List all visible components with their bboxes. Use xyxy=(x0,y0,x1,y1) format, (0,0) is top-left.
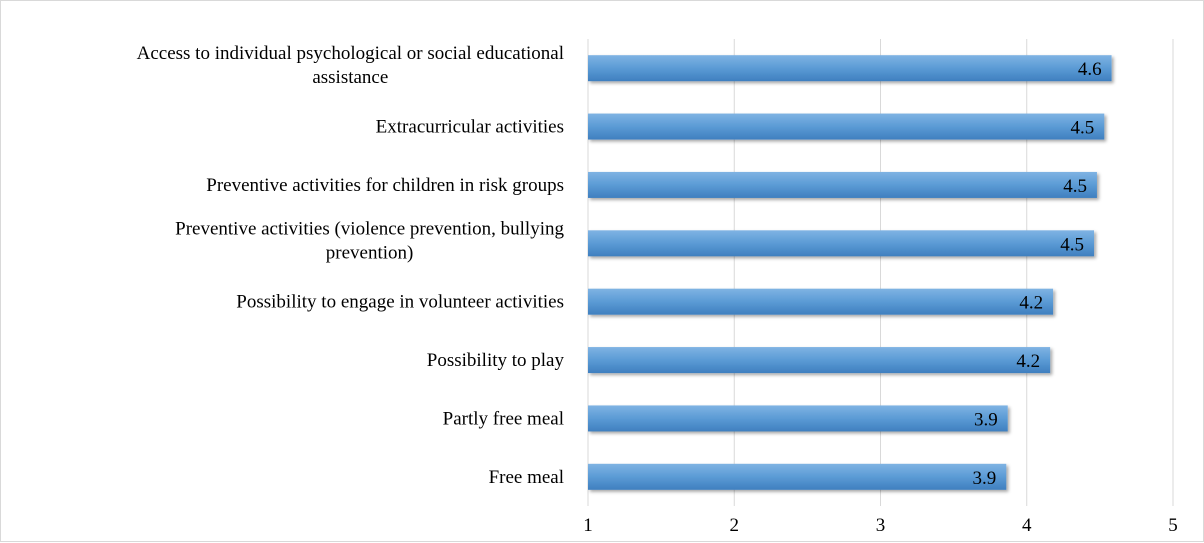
category-label: Preventive activities for children in ri… xyxy=(206,175,564,196)
x-tick-label: 4 xyxy=(1022,515,1032,536)
data-label: 4.5 xyxy=(1060,234,1084,255)
category-label-line: assistance xyxy=(312,67,388,88)
category-label: Partly free meal xyxy=(443,408,564,429)
bar xyxy=(588,288,1054,315)
category-label: Access to individual psychological or so… xyxy=(137,43,564,88)
category-label-line: Free meal xyxy=(489,467,564,488)
bar xyxy=(588,113,1105,140)
category-label: Free meal xyxy=(489,467,564,488)
data-label: 3.9 xyxy=(974,409,998,430)
data-label: 4.2 xyxy=(1016,351,1040,372)
category-label: Possibility to engage in volunteer activ… xyxy=(236,292,564,313)
grid-lines xyxy=(587,39,1174,506)
category-label-line: prevention) xyxy=(326,242,414,263)
x-axis-tick-labels: 1 2 3 4 5 xyxy=(583,515,1178,536)
bar xyxy=(588,463,1007,490)
x-tick-label: 1 xyxy=(583,515,593,536)
bar xyxy=(588,230,1095,257)
x-tick-label: 5 xyxy=(1168,515,1178,536)
bar xyxy=(588,405,1008,432)
data-label: 4.2 xyxy=(1019,293,1043,314)
x-tick-label: 2 xyxy=(730,515,740,536)
data-labels: 4.6 4.5 4.5 4.5 4.2 4.2 3.9 3.9 xyxy=(973,59,1102,489)
category-label-line: Possibility to play xyxy=(427,350,565,371)
category-label-line: Extracurricular activities xyxy=(376,117,564,138)
bar xyxy=(588,171,1097,198)
bars xyxy=(588,55,1112,490)
bar xyxy=(588,347,1051,374)
x-tick-label: 3 xyxy=(876,515,886,536)
category-label: Preventive activities (violence preventi… xyxy=(175,218,564,263)
category-label-line: Preventive activities for children in ri… xyxy=(206,175,564,196)
category-label: Possibility to play xyxy=(427,350,565,371)
data-label: 4.5 xyxy=(1071,118,1095,139)
category-label-line: Possibility to engage in volunteer activ… xyxy=(236,292,564,313)
data-label: 3.9 xyxy=(973,468,997,489)
category-label-line: Access to individual psychological or so… xyxy=(137,43,564,64)
category-label-line: Preventive activities (violence preventi… xyxy=(175,218,564,239)
category-labels: Access to individual psychological or so… xyxy=(137,43,565,488)
bar xyxy=(588,55,1112,82)
data-label: 4.5 xyxy=(1063,176,1087,197)
data-label: 4.6 xyxy=(1078,59,1102,80)
category-label: Extracurricular activities xyxy=(376,117,564,138)
category-label-line: Partly free meal xyxy=(443,408,564,429)
